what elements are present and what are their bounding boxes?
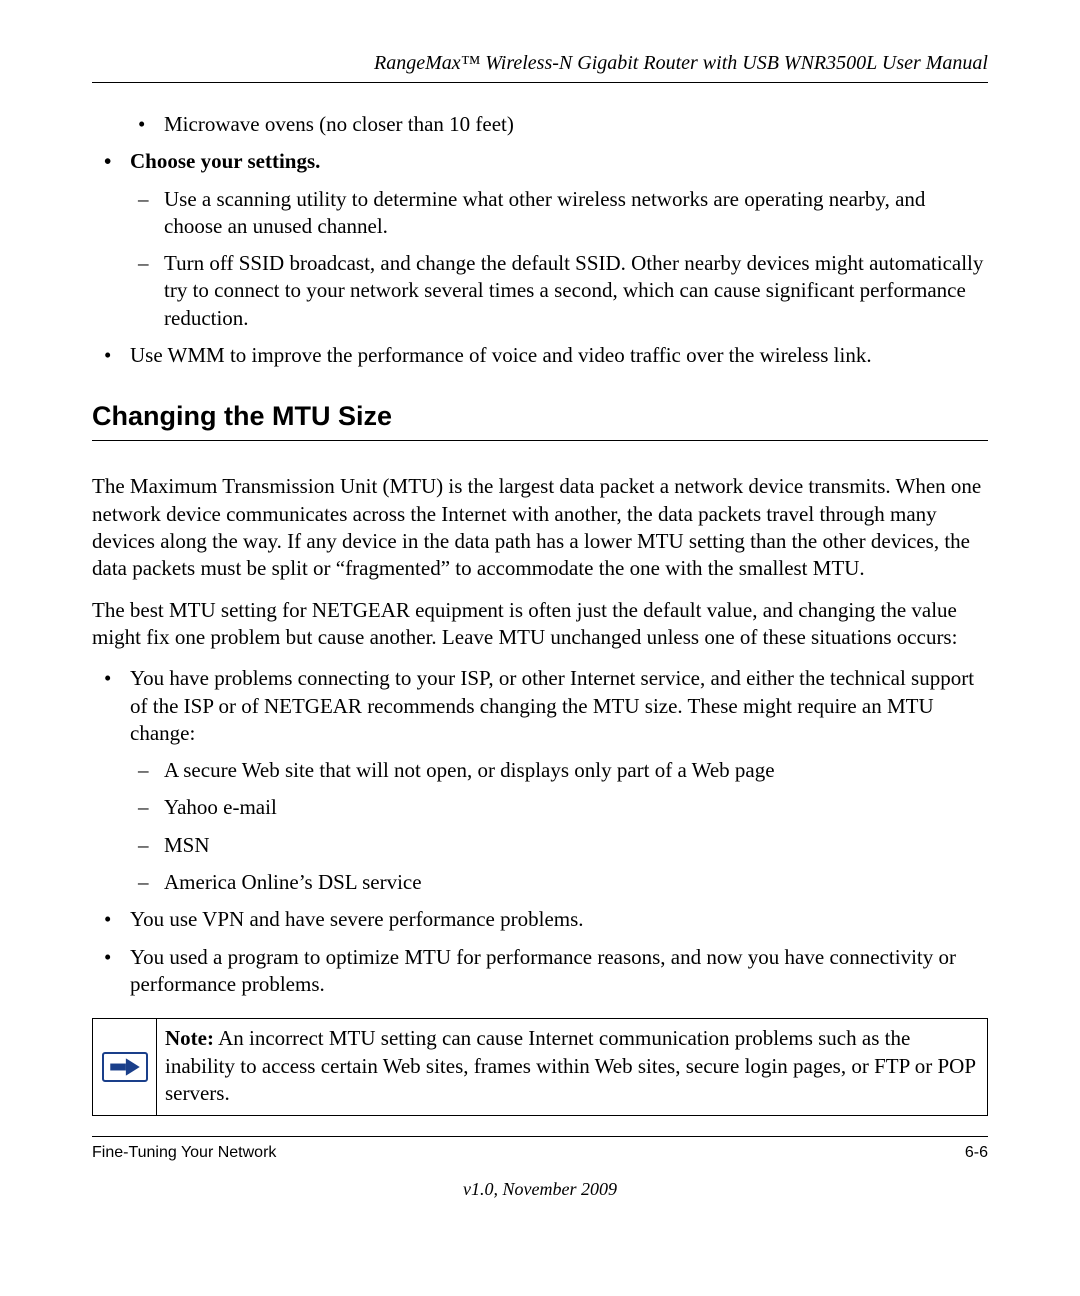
list-item: You use VPN and have severe performance … bbox=[92, 906, 988, 933]
header-rule bbox=[92, 82, 988, 83]
paragraph: The best MTU setting for NETGEAR equipme… bbox=[92, 597, 988, 652]
section-rule bbox=[92, 440, 988, 441]
list-item: A secure Web site that will not open, or… bbox=[92, 757, 988, 784]
page-body: Microwave ovens (no closer than 10 feet)… bbox=[92, 111, 988, 1116]
arrow-right-icon bbox=[102, 1052, 148, 1082]
list-item: Yahoo e-mail bbox=[92, 794, 988, 821]
list-item: Use WMM to improve the performance of vo… bbox=[92, 342, 988, 369]
mtu-sublist: A secure Web site that will not open, or… bbox=[92, 757, 988, 896]
list-item-choose-settings: Choose your settings. bbox=[92, 148, 988, 175]
note-text: Note: An incorrect MTU setting can cause… bbox=[157, 1019, 987, 1115]
note-icon-cell bbox=[93, 1019, 157, 1115]
section-heading: Changing the MTU Size bbox=[92, 399, 988, 434]
footer-version: v1.0, November 2009 bbox=[92, 1178, 988, 1201]
list-item: Use a scanning utility to determine what… bbox=[92, 186, 988, 241]
footer-rule bbox=[92, 1136, 988, 1137]
note-callout: Note: An incorrect MTU setting can cause… bbox=[92, 1018, 988, 1116]
running-header: RangeMax™ Wireless-N Gigabit Router with… bbox=[92, 50, 988, 76]
mtu-bullets: You have problems connecting to your ISP… bbox=[92, 665, 988, 747]
list-item: Microwave ovens (no closer than 10 feet) bbox=[92, 111, 988, 138]
header-title: RangeMax™ Wireless-N Gigabit Router with… bbox=[374, 52, 988, 74]
list-item: You have problems connecting to your ISP… bbox=[92, 665, 988, 747]
list-item: You used a program to optimize MTU for p… bbox=[92, 944, 988, 999]
wmm-bullet: Use WMM to improve the performance of vo… bbox=[92, 342, 988, 369]
top-bullets-inner: Microwave ovens (no closer than 10 feet) bbox=[92, 111, 988, 138]
note-label: Note: bbox=[165, 1026, 214, 1050]
settings-sublist: Use a scanning utility to determine what… bbox=[92, 186, 988, 332]
footer-left: Fine-Tuning Your Network bbox=[92, 1143, 276, 1164]
list-item: America Online’s DSL service bbox=[92, 869, 988, 896]
list-item: MSN bbox=[92, 832, 988, 859]
top-bullets: Choose your settings. bbox=[92, 148, 988, 175]
footer-row: Fine-Tuning Your Network 6-6 bbox=[92, 1143, 988, 1164]
paragraph: The Maximum Transmission Unit (MTU) is t… bbox=[92, 473, 988, 582]
footer-right: 6-6 bbox=[965, 1143, 988, 1164]
list-item: Turn off SSID broadcast, and change the … bbox=[92, 250, 988, 332]
mtu-bullets-cont: You use VPN and have severe performance … bbox=[92, 906, 988, 998]
note-body: An incorrect MTU setting can cause Inter… bbox=[165, 1026, 975, 1105]
